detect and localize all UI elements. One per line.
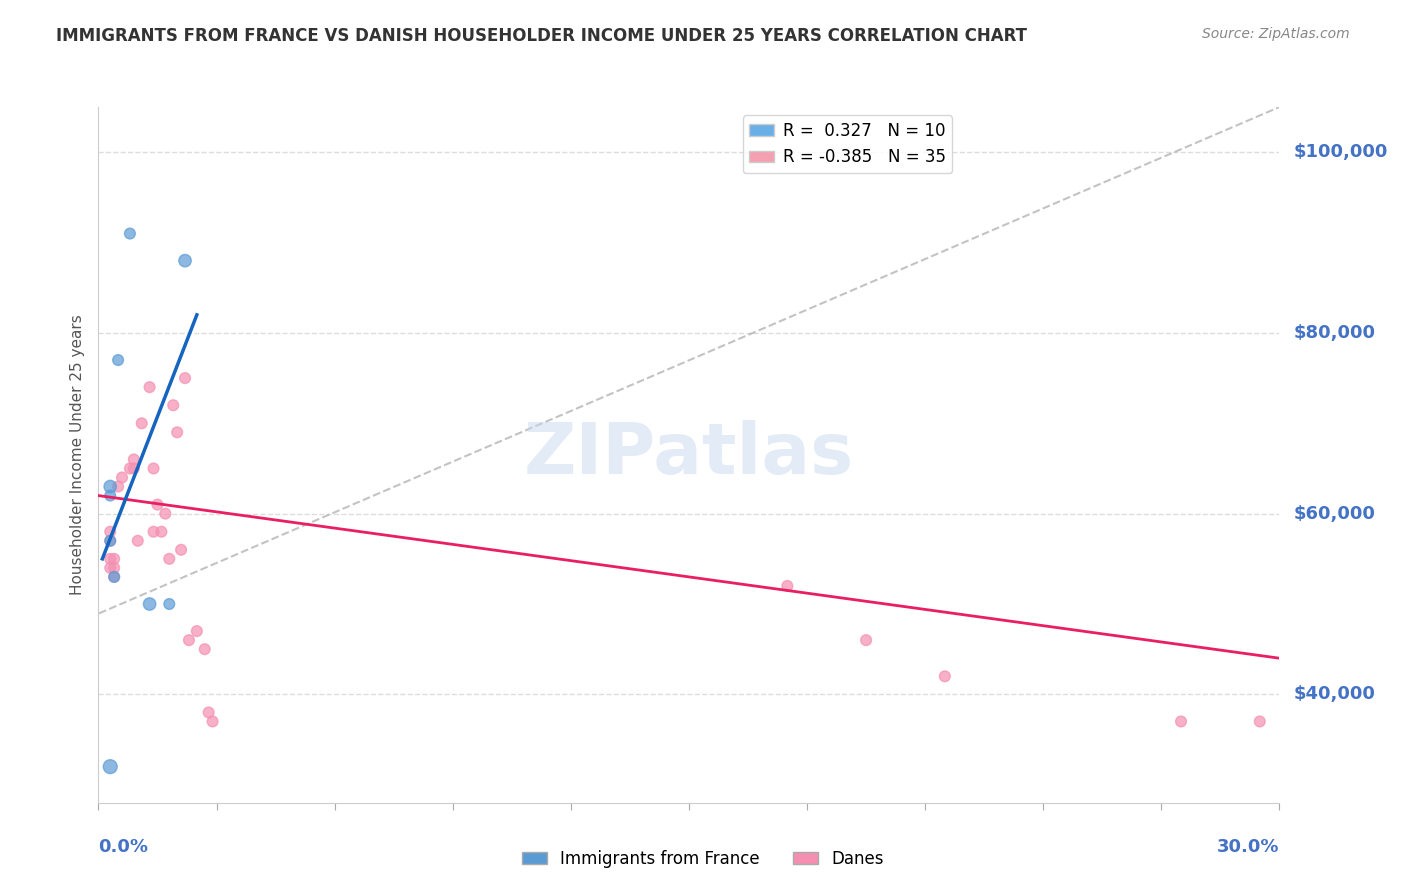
Text: 0.0%: 0.0% xyxy=(98,838,149,856)
Point xyxy=(118,461,141,475)
Point xyxy=(197,706,219,720)
Point xyxy=(142,461,165,475)
Text: $60,000: $60,000 xyxy=(1294,505,1375,523)
Point xyxy=(98,551,121,566)
Point xyxy=(174,253,197,268)
Point xyxy=(98,524,121,539)
Point xyxy=(122,452,145,467)
Point xyxy=(98,759,121,773)
Point xyxy=(98,533,121,548)
Point xyxy=(162,398,184,412)
Point xyxy=(98,561,121,575)
Y-axis label: Householder Income Under 25 years: Householder Income Under 25 years xyxy=(69,315,84,595)
Point xyxy=(194,642,217,657)
Point xyxy=(103,551,125,566)
Point xyxy=(170,542,193,557)
Point xyxy=(98,489,121,503)
Point xyxy=(776,579,799,593)
Point xyxy=(111,470,134,484)
Point xyxy=(127,533,149,548)
Point xyxy=(138,380,160,394)
Text: $100,000: $100,000 xyxy=(1294,144,1388,161)
Point xyxy=(166,425,188,440)
Point xyxy=(131,417,153,431)
Point xyxy=(174,371,197,385)
Legend: R =  0.327   N = 10, R = -0.385   N = 35: R = 0.327 N = 10, R = -0.385 N = 35 xyxy=(742,115,952,173)
Point xyxy=(107,353,129,368)
Text: ZIPatlas: ZIPatlas xyxy=(524,420,853,490)
Point xyxy=(118,227,141,241)
Point xyxy=(186,624,208,639)
Legend: Immigrants from France, Danes: Immigrants from France, Danes xyxy=(515,844,891,875)
Point xyxy=(138,597,160,611)
Point xyxy=(103,570,125,584)
Point xyxy=(1249,714,1271,729)
Text: 30.0%: 30.0% xyxy=(1218,838,1279,856)
Text: Source: ZipAtlas.com: Source: ZipAtlas.com xyxy=(1202,27,1350,41)
Text: $40,000: $40,000 xyxy=(1294,685,1375,704)
Point xyxy=(1170,714,1192,729)
Point xyxy=(98,533,121,548)
Point xyxy=(98,479,121,493)
Point xyxy=(150,524,173,539)
Point xyxy=(855,633,877,648)
Text: IMMIGRANTS FROM FRANCE VS DANISH HOUSEHOLDER INCOME UNDER 25 YEARS CORRELATION C: IMMIGRANTS FROM FRANCE VS DANISH HOUSEHO… xyxy=(56,27,1028,45)
Point xyxy=(103,570,125,584)
Text: $80,000: $80,000 xyxy=(1294,324,1375,342)
Point xyxy=(146,498,169,512)
Point xyxy=(177,633,200,648)
Point xyxy=(107,479,129,493)
Point xyxy=(201,714,224,729)
Point xyxy=(155,507,177,521)
Point xyxy=(157,597,180,611)
Point xyxy=(157,551,180,566)
Point xyxy=(103,561,125,575)
Point xyxy=(934,669,956,683)
Point xyxy=(142,524,165,539)
Point xyxy=(122,461,145,475)
